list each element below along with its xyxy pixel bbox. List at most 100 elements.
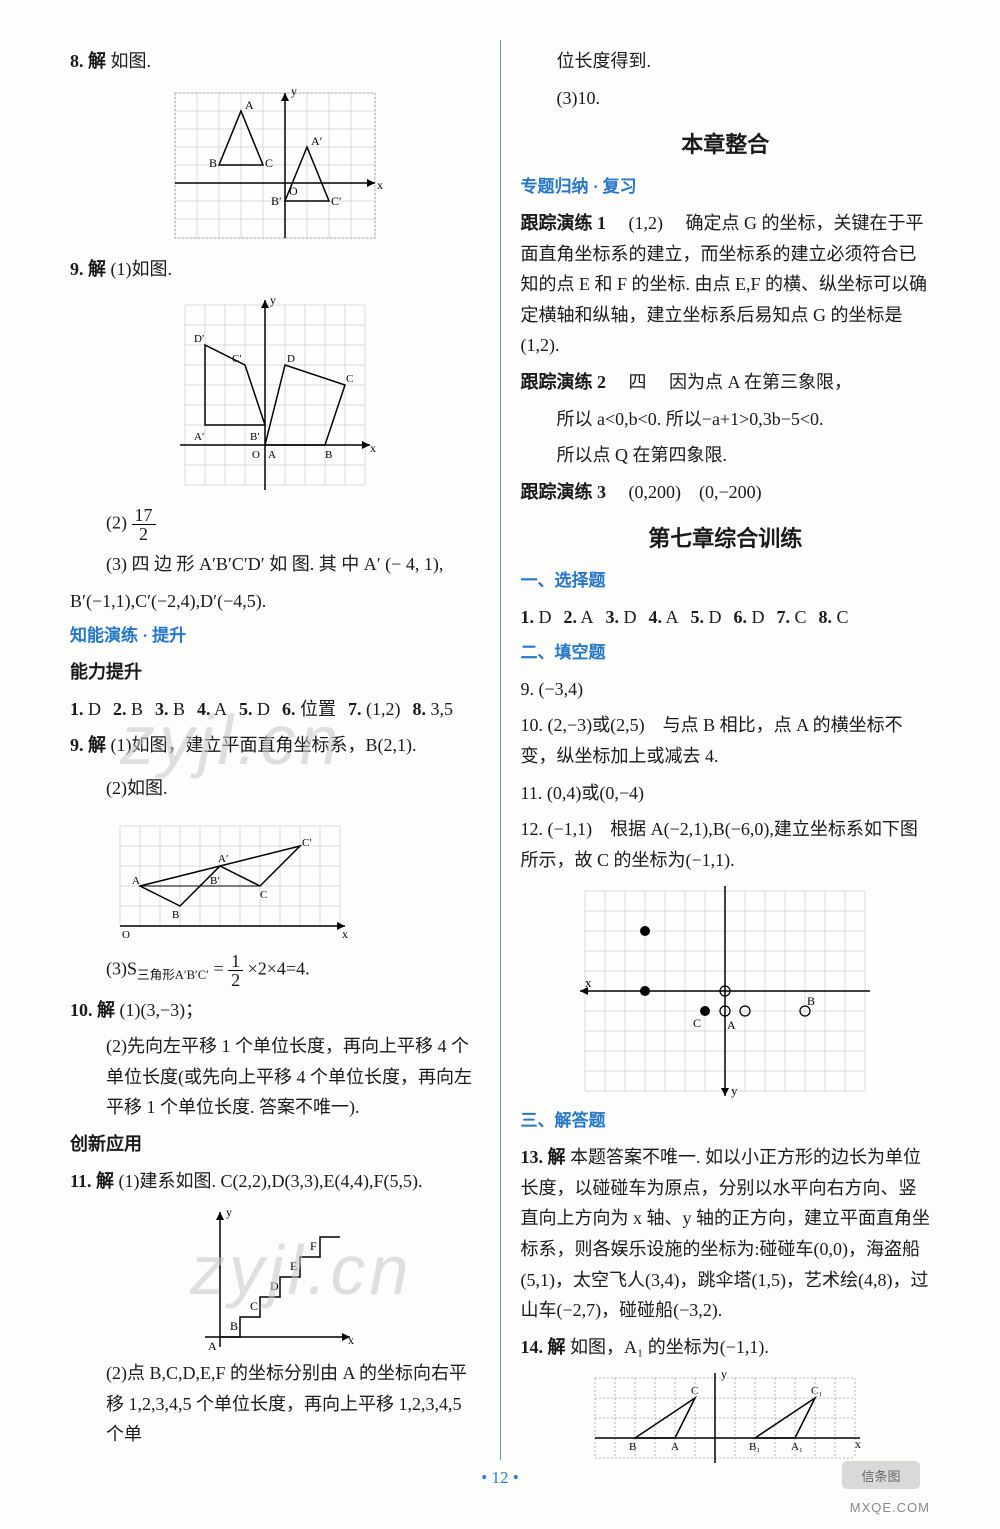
answer-item: 6. 位置	[282, 694, 336, 725]
svg-text:C₁: C₁	[811, 1385, 822, 1397]
svg-text:A′: A′	[311, 134, 323, 148]
r-cont2: (3)10.	[521, 83, 931, 114]
answer-item: 2. B	[113, 694, 143, 725]
answer-item: 5. D	[691, 602, 722, 633]
svg-text:B: B	[230, 1319, 238, 1333]
q9-part1: (1)如图.	[111, 259, 173, 279]
svg-text:B: B	[172, 909, 179, 921]
answer-item: 6. D	[734, 602, 765, 633]
title-chapter-integration: 本章整合	[521, 127, 931, 159]
svg-text:y: y	[226, 1205, 232, 1219]
answer-item: 8. 3,5	[413, 694, 454, 725]
figure-3-grid: AA′ BB′ CC′ Ox	[110, 816, 350, 946]
svg-text:y: y	[291, 84, 297, 98]
section-zhineng: 知能演练 · 提升	[70, 622, 480, 651]
r-cont1: 位长度得到.	[521, 46, 931, 77]
figure-5-coord: x y C A B	[575, 881, 875, 1101]
answer-item: 4. A	[197, 694, 227, 725]
sec-fill: 二、填空题	[521, 639, 931, 668]
q11-part2: (2)点 B,C,D,E,F 的坐标分别由 A 的坐标向右平移 1,2,3,4,…	[70, 1358, 480, 1450]
q9b-line: 9. 解 (1)如图，建立平面直角坐标系，B(2,1).	[70, 730, 480, 761]
q9b-part3: (3)S三角形A′B′C′ = 12 ×2×4=4.	[70, 952, 480, 989]
q9b-part2: (2)如图.	[70, 773, 168, 804]
sec-answer: 三、解答题	[521, 1107, 931, 1136]
svg-text:D: D	[270, 1279, 279, 1293]
svg-text:C: C	[691, 1385, 698, 1397]
q8-label: 8. 解	[70, 51, 106, 71]
svg-text:D: D	[287, 353, 295, 365]
answer-item: 7. C	[777, 602, 807, 633]
svg-text:B′: B′	[271, 194, 282, 208]
svg-text:C: C	[693, 1016, 701, 1030]
track2-l2: 所以 a<0,b<0. 所以−a+1>0,3b−5<0.	[521, 404, 931, 435]
q9r: 9. (−3,4)	[521, 674, 931, 705]
track3: 跟踪演练 3 (0,200) (0,−200)	[521, 477, 931, 508]
svg-text:O: O	[289, 184, 298, 198]
svg-text:B₁: B₁	[749, 1441, 760, 1453]
figure-6-grid: BAC B₁A₁C₁ xy	[585, 1368, 865, 1468]
svg-text:x: x	[348, 1333, 354, 1347]
ability-heading: 能力提升	[70, 657, 480, 688]
q12r: 12. (−1,1) 根据 A(−2,1),B(−6,0),建立坐标系如下图所示…	[521, 814, 931, 875]
left-answers: 1. D 2. B 3. B 4. A 5. D 6. 位置 7. (1,2) 8. 3,5	[70, 694, 480, 725]
q10-part2: (2)先向左平移 1 个单位长度，再向上平移 4 个单位长度(或先向上平移 4 …	[70, 1031, 480, 1123]
sec-select: 一、选择题	[521, 567, 931, 596]
svg-text:A: A	[132, 875, 140, 887]
svg-text:B: B	[807, 994, 815, 1008]
svg-text:A: A	[245, 98, 254, 112]
svg-text:C: C	[346, 373, 353, 385]
logo-badge: 信条图	[842, 1461, 920, 1489]
q8-text: 如图.	[111, 51, 152, 71]
site-url: MXQE.COM	[850, 1500, 930, 1515]
svg-text:x: x	[377, 178, 383, 192]
page-container: 8. 解 如图. ABC A′B′C′ O x y 9. 解 (1)如图.	[70, 40, 930, 1460]
innov-heading: 创新应用	[70, 1129, 480, 1160]
answer-item: 1. D	[70, 694, 101, 725]
svg-text:C: C	[260, 889, 267, 901]
figure-4-staircase: A BC DE F x y	[190, 1202, 360, 1352]
svg-text:F: F	[310, 1239, 317, 1253]
figure-1-grid: ABC A′B′C′ O x y	[165, 83, 385, 248]
svg-text:x: x	[855, 1437, 861, 1451]
svg-text:B: B	[209, 156, 217, 170]
q9-part3: (3) 四 边 形 A′B′C′D′ 如 图. 其 中 A′ (− 4, 1),	[70, 549, 480, 580]
svg-text:B: B	[629, 1441, 636, 1453]
svg-text:E: E	[290, 1259, 297, 1273]
q8-line: 8. 解 如图.	[70, 46, 480, 77]
q11-line: 11. 解 (1)建系如图. C(2,2),D(3,3),E(4,4),F(5,…	[70, 1166, 480, 1197]
svg-text:B′: B′	[250, 431, 260, 443]
svg-text:A: A	[268, 449, 276, 461]
answer-item: 7. (1,2)	[348, 694, 401, 725]
track2-l3: 所以点 Q 在第四象限.	[521, 440, 931, 471]
svg-text:y: y	[721, 1368, 727, 1381]
answer-item: 1. D	[521, 602, 552, 633]
q11r: 11. (0,4)或(0,−4)	[521, 778, 931, 809]
q9-part3b: B′(−1,1),C′(−2,4),D′(−4,5).	[70, 586, 480, 617]
svg-text:A′: A′	[218, 853, 228, 865]
right-select-answers: 1. D2. A3. D4. A5. D6. D7. C8. C	[521, 602, 931, 633]
svg-text:x: x	[585, 975, 592, 990]
right-column: 位长度得到. (3)10. 本章整合 专题归纳 · 复习 跟踪演练 1 (1,2…	[521, 40, 931, 1460]
svg-text:y: y	[731, 1083, 738, 1098]
svg-text:C: C	[265, 156, 273, 170]
svg-text:C: C	[250, 1299, 258, 1313]
figure-2-grid: A′B′ C′D′ AB CD O xy	[170, 290, 380, 500]
answer-item: 4. A	[649, 602, 679, 633]
column-divider	[500, 40, 501, 1460]
q9-line: 9. 解 (1)如图.	[70, 254, 480, 285]
svg-text:C′: C′	[232, 353, 242, 365]
track1: 跟踪演练 1 (1,2) 确定点 G 的坐标，关键在于平面直角坐标系的建立，而坐…	[521, 208, 931, 361]
answer-item: 5. D	[239, 694, 270, 725]
track2: 跟踪演练 2 四 因为点 A 在第三象限，	[521, 367, 931, 398]
svg-text:D′: D′	[194, 333, 204, 345]
page-number: • 12 •	[70, 1468, 930, 1488]
svg-text:B′: B′	[210, 875, 220, 887]
q10-line: 10. 解 (1)(3,−3)；	[70, 995, 480, 1026]
answer-item: 2. A	[564, 602, 594, 633]
q9-label: 9. 解	[70, 259, 106, 279]
svg-text:A′: A′	[194, 431, 204, 443]
title-ch7: 第七章综合训练	[521, 521, 931, 553]
answer-item: 3. D	[606, 602, 637, 633]
svg-text:A: A	[208, 1339, 217, 1352]
answer-item: 3. B	[155, 694, 185, 725]
